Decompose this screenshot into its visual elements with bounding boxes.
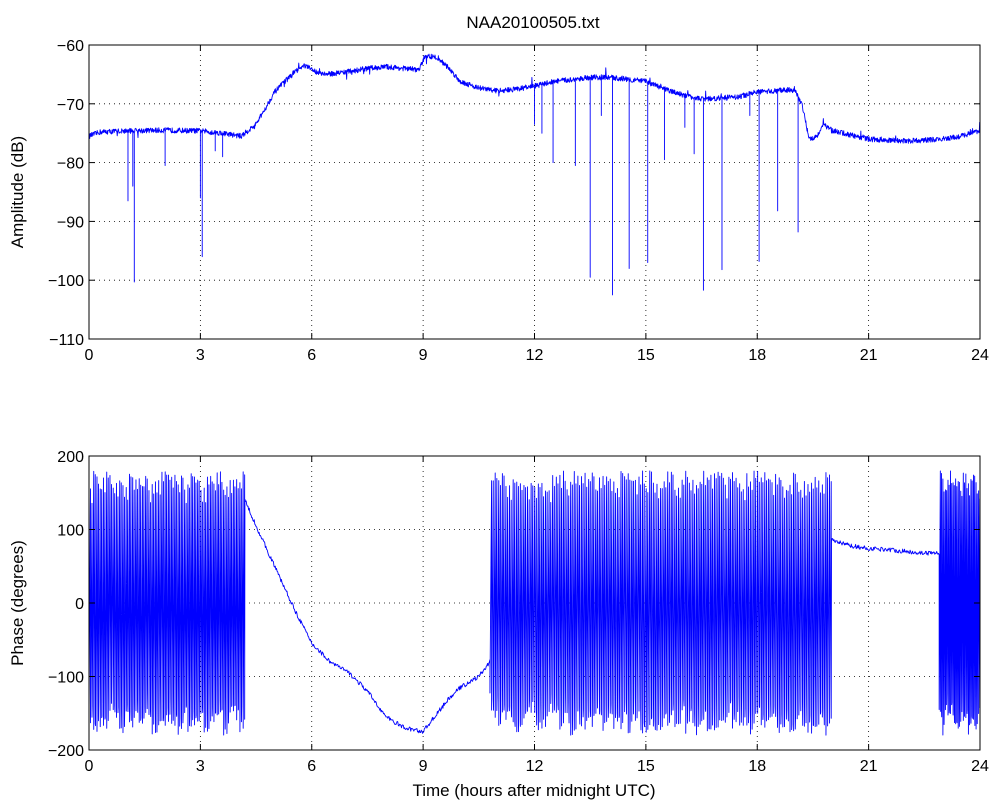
phase-x-tick-label: 3 [196, 758, 205, 775]
phase-x-tick-label: 12 [526, 758, 544, 775]
phase-series [88, 470, 981, 736]
amplitude-x-tick-label: 6 [307, 347, 316, 364]
phase-y-tick-label: −200 [48, 743, 84, 760]
phase-y-axis-label: Phase (degrees) [8, 540, 27, 666]
phase-x-tick-label: 0 [85, 758, 94, 775]
phase-x-tick-label: 6 [307, 758, 316, 775]
phase-x-axis-label: Time (hours after midnight UTC) [412, 781, 655, 800]
amplitude-y-tick-label: −70 [57, 97, 84, 114]
amplitude-x-tick-label: 15 [637, 347, 655, 364]
amplitude-y-tick-label: −90 [57, 214, 84, 231]
phase-y-tick-label: 200 [57, 449, 84, 466]
amplitude-y-tick-label: −80 [57, 156, 84, 173]
phase-x-tick-label: 18 [748, 758, 766, 775]
amplitude-x-tick-label: 24 [971, 347, 989, 364]
phase-x-tick-label: 15 [637, 758, 655, 775]
phase-x-tick-label: 21 [860, 758, 878, 775]
amplitude-x-tick-label: 9 [419, 347, 428, 364]
amplitude-x-tick-label: 21 [860, 347, 878, 364]
phase-x-tick-label: 24 [971, 758, 989, 775]
amplitude-series [88, 53, 981, 296]
amplitude-ticks: 0 3 6 9 12 15 18 21 24 −110 −100 −90 −80 −70 −60 [48, 38, 989, 364]
figure-title: NAA20100505.txt [466, 13, 600, 32]
amplitude-series-line [88, 53, 981, 296]
phase-x-tick-label: 9 [419, 758, 428, 775]
phase-ticks: 0 3 6 9 12 15 18 21 24 −200 −100 0 100 200 [48, 449, 989, 775]
phase-y-tick-label: 0 [75, 596, 84, 613]
amplitude-x-tick-label: 12 [526, 347, 544, 364]
phase-series-line [88, 470, 981, 736]
amplitude-y-tick-label: −100 [48, 273, 84, 290]
phase-y-tick-label: −100 [48, 670, 84, 687]
amplitude-x-tick-label: 18 [748, 347, 766, 364]
phase-y-tick-label: 100 [57, 523, 84, 540]
amplitude-y-axis-label: Amplitude (dB) [8, 136, 27, 248]
amplitude-axes: 0 3 6 9 12 15 18 21 24 −110 −100 −90 −80 −70 −60 Ampli… [8, 38, 989, 364]
amplitude-x-tick-label: 0 [85, 347, 94, 364]
amplitude-y-tick-label: −60 [57, 38, 84, 55]
amplitude-y-tick-label: −110 [49, 332, 84, 349]
amplitude-x-tick-label: 3 [196, 347, 205, 364]
phase-axes: 0 3 6 9 12 15 18 21 24 −200 −100 0 100 200 Phase (deg… [8, 449, 989, 800]
